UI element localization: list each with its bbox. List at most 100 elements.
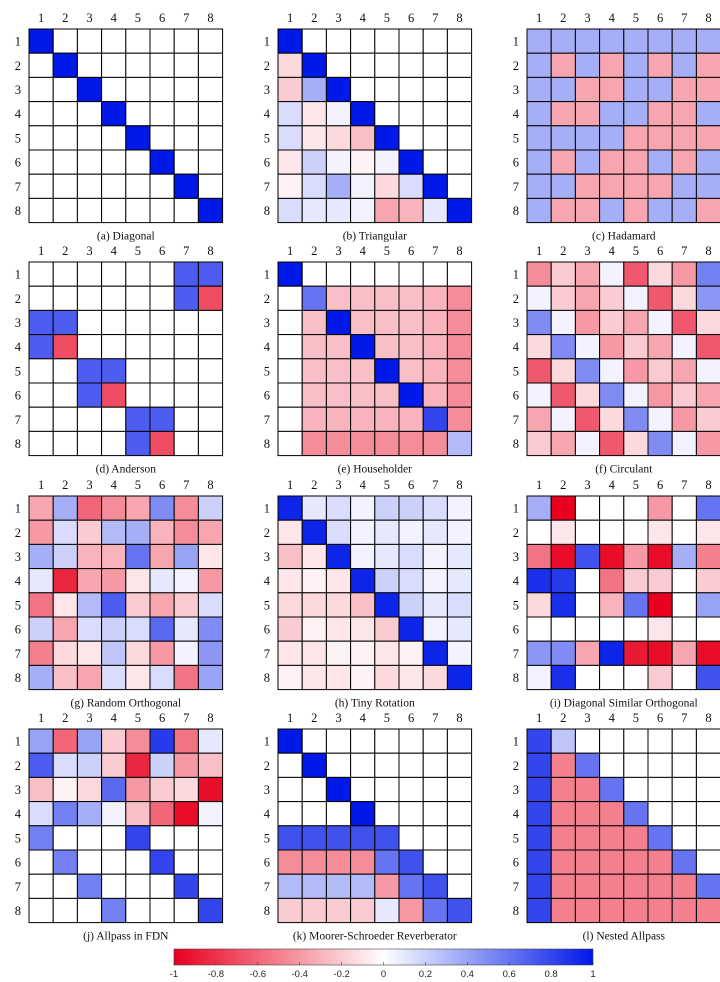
heatmap-cell bbox=[149, 382, 175, 408]
heatmap-cell bbox=[574, 382, 601, 408]
heatmap-cell bbox=[374, 285, 400, 311]
heatmap-cell bbox=[398, 101, 424, 127]
heatmap-cell bbox=[350, 825, 376, 851]
heatmap-cell bbox=[28, 616, 54, 642]
heatmap-cell bbox=[671, 334, 697, 360]
heatmap-cell bbox=[550, 568, 576, 594]
col-tick-label: 7 bbox=[183, 478, 189, 492]
heatmap-cell bbox=[446, 101, 473, 127]
heatmap-cell bbox=[52, 125, 78, 151]
heatmap-cell bbox=[599, 173, 625, 199]
heatmap-cell bbox=[301, 430, 327, 457]
heatmap-cell bbox=[277, 28, 303, 54]
heatmap-cell bbox=[350, 430, 376, 457]
col-tick-label: 5 bbox=[633, 11, 639, 25]
row-tick-label: 6 bbox=[15, 156, 21, 170]
heatmap-cell bbox=[574, 568, 601, 594]
heatmap-cell bbox=[325, 76, 352, 103]
heatmap-cell bbox=[28, 752, 54, 778]
heatmap-cell bbox=[76, 101, 103, 127]
heatmap-cell bbox=[325, 592, 352, 618]
heatmap-cell bbox=[350, 519, 376, 545]
heatmap-cell bbox=[325, 149, 352, 175]
heatmap-cell bbox=[325, 495, 352, 521]
heatmap-cell bbox=[277, 752, 303, 778]
heatmap-cell bbox=[125, 825, 151, 851]
heatmap-cell bbox=[277, 125, 303, 151]
heatmap-cell bbox=[197, 382, 224, 408]
heatmap-cell bbox=[101, 285, 127, 311]
heatmap-cell bbox=[550, 358, 576, 384]
heatmap-cell bbox=[422, 776, 448, 803]
heatmap-cell bbox=[149, 752, 175, 778]
row-tick-label: 3 bbox=[513, 550, 519, 564]
heatmap-cell bbox=[125, 101, 151, 127]
heatmap-cell bbox=[101, 752, 127, 778]
col-tick-label: 6 bbox=[408, 11, 414, 25]
heatmap-cell bbox=[623, 28, 649, 54]
heatmap-cell bbox=[197, 592, 224, 618]
heatmap-cell bbox=[623, 495, 649, 521]
heatmap-cell bbox=[671, 285, 697, 311]
heatmap-cell bbox=[623, 261, 649, 287]
heatmap-cell bbox=[671, 752, 697, 778]
heatmap-cell bbox=[526, 101, 552, 127]
heatmap-cell bbox=[76, 568, 103, 594]
heatmap-cell bbox=[695, 28, 720, 54]
heatmap-cell bbox=[526, 309, 552, 336]
heatmap-cell bbox=[325, 101, 352, 127]
heatmap-cell bbox=[671, 406, 697, 432]
row-tick-label: 1 bbox=[513, 735, 519, 749]
heatmap-cell bbox=[173, 776, 199, 803]
heatmap-cell bbox=[599, 149, 625, 175]
heatmap-cell bbox=[325, 728, 352, 754]
row-tick-label: 6 bbox=[264, 389, 270, 403]
heatmap-cell bbox=[398, 873, 424, 899]
heatmap-cell bbox=[599, 52, 625, 78]
heatmap-cell bbox=[446, 801, 473, 827]
heatmap-cell bbox=[550, 382, 576, 408]
heatmap-cell bbox=[574, 261, 601, 287]
heatmap-cell bbox=[52, 897, 78, 924]
heatmap-panel-9: 1 2 3 4 5 6 7 8 1 2 3 4 5 6 7 8 (i) Diagonal Similar Ort… bbox=[513, 478, 720, 710]
col-tick-label: 4 bbox=[360, 711, 367, 725]
heatmap-cell bbox=[101, 197, 127, 224]
heatmap-cell bbox=[149, 543, 175, 570]
heatmap-cell bbox=[301, 640, 327, 666]
row-tick-label: 6 bbox=[264, 156, 270, 170]
heatmap-cell bbox=[671, 173, 697, 199]
heatmap-cell bbox=[301, 125, 327, 151]
heatmap-cell bbox=[398, 664, 424, 691]
col-tick-label: 2 bbox=[62, 244, 68, 258]
heatmap-cell bbox=[76, 28, 103, 54]
heatmap-cell bbox=[125, 776, 151, 803]
heatmap-cell bbox=[325, 873, 352, 899]
heatmap-cell bbox=[599, 897, 625, 924]
heatmap-cell bbox=[574, 285, 601, 311]
heatmap-cell bbox=[374, 173, 400, 199]
heatmap-cell bbox=[671, 728, 697, 754]
heatmap-panel-7: 1 2 3 4 5 6 7 8 1 2 3 4 5 6 7 8 (g) Random Orthogonal bbox=[15, 478, 224, 710]
heatmap-cell bbox=[647, 640, 673, 666]
heatmap-cell bbox=[52, 519, 78, 545]
heatmap-cell bbox=[526, 197, 552, 224]
heatmap-cell bbox=[574, 752, 601, 778]
heatmap-cell bbox=[398, 309, 424, 336]
col-tick-label: 5 bbox=[633, 478, 639, 492]
heatmap-cell bbox=[350, 752, 376, 778]
heatmap-cell bbox=[277, 430, 303, 457]
heatmap-cell bbox=[125, 406, 151, 432]
heatmap-cell bbox=[599, 592, 625, 618]
row-tick-label: 2 bbox=[15, 759, 21, 773]
heatmap-cell bbox=[446, 430, 473, 457]
heatmap-cell bbox=[647, 430, 673, 457]
row-tick-label: 1 bbox=[15, 502, 21, 516]
heatmap-cell bbox=[301, 664, 327, 691]
heatmap-cell bbox=[125, 849, 151, 875]
heatmap-panel-8: 1 2 3 4 5 6 7 8 1 2 3 4 5 6 7 8 (h) Tiny Rotation bbox=[264, 478, 473, 710]
heatmap-cell bbox=[695, 101, 720, 127]
heatmap-cell bbox=[149, 897, 175, 924]
heatmap-cell bbox=[550, 261, 576, 287]
heatmap-cell bbox=[101, 101, 127, 127]
col-tick-label: 1 bbox=[536, 244, 542, 258]
